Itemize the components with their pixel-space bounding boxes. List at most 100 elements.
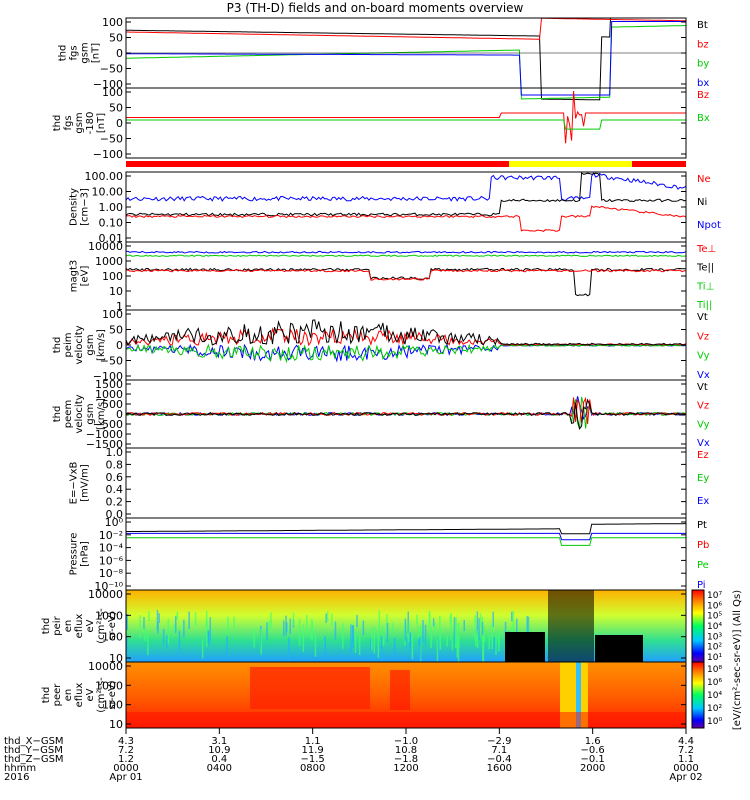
- peir-streak: [378, 610, 381, 635]
- xaxis-value: 1.6: [585, 736, 601, 747]
- peir-streak: [126, 613, 128, 630]
- peir-noise-block: [505, 632, 545, 662]
- xaxis-value: −0.4: [487, 754, 511, 765]
- peir-streak: [382, 637, 385, 647]
- peem-vz: [126, 396, 686, 424]
- xaxis-value: 1.2: [118, 754, 134, 765]
- pressure-pt: [126, 523, 686, 535]
- colorbar-peir-tick: 10⁵: [707, 612, 722, 622]
- density-npot: [126, 172, 686, 202]
- legend-peem_v-Vx: Vx: [697, 438, 710, 449]
- peir-streak: [156, 610, 159, 631]
- ylabel-line: gsm: [85, 403, 96, 424]
- ytick-label-pressure: 10⁻¹⁰: [94, 580, 123, 593]
- ytick-label-peem_v: 0: [116, 408, 123, 421]
- colorbar-peir-tick: 10⁶: [707, 601, 722, 611]
- fgsdsl-bx: [126, 119, 686, 130]
- ytick-label-peer: 100: [102, 699, 123, 712]
- peir-streak: [482, 635, 484, 664]
- peir-streak: [283, 620, 285, 637]
- region-bar-red: [632, 161, 686, 167]
- xaxis-row-label: 2016: [4, 772, 29, 783]
- ytick-label-temp: 10000: [88, 240, 123, 253]
- peir-streak: [428, 613, 431, 629]
- peir-noise-block: [548, 590, 594, 662]
- ylabel-line: gsm: [85, 334, 96, 355]
- xaxis-value: 0000: [673, 763, 698, 774]
- ytick-label-peim_v: −100: [93, 370, 123, 383]
- ytick-label-temp: 10: [109, 285, 123, 298]
- peir-streak: [476, 611, 479, 635]
- peir-streak: [457, 622, 460, 649]
- xaxis-value: 11.9: [302, 745, 324, 756]
- peir-streak: [268, 620, 271, 633]
- xaxis-value: −0.1: [581, 754, 605, 765]
- ylabel-line: gsm: [74, 112, 85, 133]
- xaxis-value: 10.9: [208, 745, 230, 756]
- peir-streak: [358, 634, 361, 655]
- ytick-label-pressure: 10⁰: [105, 516, 124, 529]
- peir-streak: [453, 617, 456, 644]
- peir-streak: [147, 633, 149, 656]
- ylabel-line: [nPa]: [80, 541, 91, 567]
- peir-streak: [417, 636, 420, 646]
- legend-pressure-Pi: Pi: [697, 580, 706, 591]
- peir-streak: [188, 611, 190, 630]
- peir-streak: [227, 616, 229, 638]
- figure-title: P3 (TH-D) fields and on-board moments ov…: [227, 1, 524, 15]
- legend-pressure-Pt: Pt: [697, 520, 707, 531]
- legend-pressure-Pb: Pb: [697, 540, 709, 551]
- xaxis-value: −1.5: [301, 754, 325, 765]
- legend-peim_v-Vz: Vz: [697, 331, 709, 342]
- ytick-label-efield: 0.0: [106, 508, 124, 521]
- ytick-label-peem_v: 1000: [95, 388, 123, 401]
- peir-streak: [527, 616, 530, 638]
- peir-streak: [481, 621, 484, 635]
- peir-streak: [495, 634, 497, 655]
- peir-streak: [144, 628, 146, 641]
- peir-streak: [475, 634, 477, 647]
- peir-streak: [260, 629, 262, 655]
- peir-streak: [342, 623, 344, 649]
- xaxis-row-label: thd_Y−GSM: [4, 745, 63, 756]
- legend-temp-Te⊥: Te⊥: [696, 244, 716, 255]
- xaxis-value: 4.4: [678, 736, 694, 747]
- peir-noise-block: [595, 635, 643, 662]
- peer-cold-band: [576, 662, 581, 728]
- ylabel-line: (cm²-s-: [96, 677, 107, 713]
- peir-streak: [439, 632, 441, 650]
- ylabel-temp: magt3 [eV]: [69, 260, 91, 293]
- ylabel-line: eflux: [74, 614, 85, 639]
- legends: BtbzbybxBzBxNeNiNpotTe⊥Te||Ti⊥Ti||VtVzVy…: [696, 20, 721, 591]
- peir-streak: [266, 622, 268, 641]
- ytick-label-efield: 0.2: [106, 496, 124, 509]
- legend-peim_v-Vy: Vy: [697, 351, 710, 362]
- colorbar-peir-tick: 10³: [707, 632, 722, 642]
- ytick-label-fgs: 100: [102, 16, 123, 29]
- peir-streak: [432, 618, 435, 627]
- peir-streak: [439, 615, 441, 640]
- colorbar-label: [eV/(cm²-sec-sr-eV)] (All Qs): [732, 590, 743, 730]
- peir-streak: [311, 621, 313, 641]
- peir-streak: [370, 638, 372, 651]
- density-ne: [126, 205, 686, 232]
- ytick-label-temp: 1000: [95, 255, 123, 268]
- ylabel-line: Pressure: [69, 533, 80, 576]
- peir-streak: [422, 620, 424, 643]
- peir-streak: [492, 611, 494, 627]
- fgs-by: [126, 25, 686, 100]
- peir-streak: [183, 619, 185, 638]
- peir-streak: [381, 625, 384, 644]
- peim-vy: [126, 343, 686, 364]
- peir-streak: [463, 619, 465, 632]
- xaxis-value: 7.2: [118, 745, 134, 756]
- peir-streak: [450, 613, 452, 640]
- xaxis-value: 0.4: [211, 754, 227, 765]
- peir-streak: [201, 639, 204, 659]
- ylabel-line: thd: [52, 115, 63, 132]
- xaxis-value: 1600: [487, 763, 512, 774]
- peir-streak: [405, 636, 407, 649]
- ylabel-efield: E=−VxB [mV/m]: [69, 462, 91, 505]
- legend-fgs_dsl-Bz: Bz: [697, 90, 709, 101]
